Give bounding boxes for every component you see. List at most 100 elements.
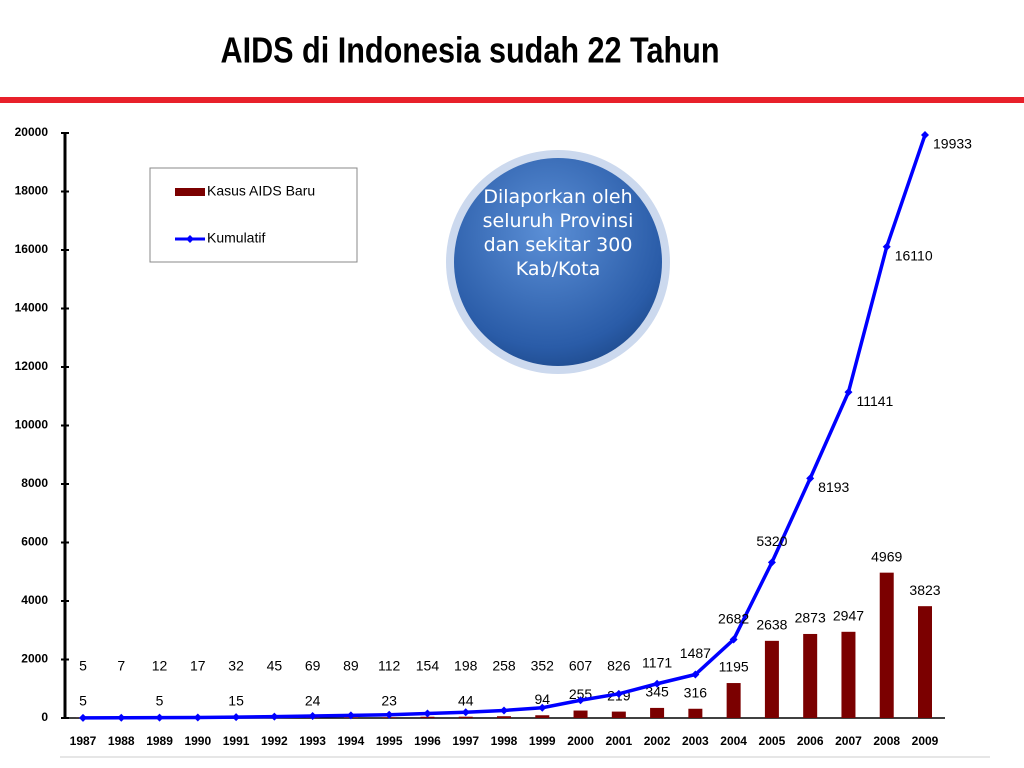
bar-label: 2638 <box>756 617 787 633</box>
marker <box>844 388 853 397</box>
bar-label: 4969 <box>871 548 902 564</box>
bar-label: 2873 <box>795 610 826 626</box>
bar <box>803 633 818 718</box>
x-tick-label: 1995 <box>376 734 403 748</box>
line-label: 5 <box>79 658 87 674</box>
line-label: 258 <box>492 658 516 674</box>
marker <box>538 703 547 712</box>
line-label: 19933 <box>933 136 972 152</box>
line-label: 198 <box>454 658 478 674</box>
marker <box>117 713 126 722</box>
x-tick-label: 1988 <box>108 734 135 748</box>
x-tick-label: 1998 <box>491 734 518 748</box>
marker <box>193 713 202 722</box>
line-label: 1171 <box>642 654 672 670</box>
x-tick-label: 1989 <box>146 734 173 748</box>
bar <box>688 708 703 718</box>
x-tick-label: 1991 <box>223 734 250 748</box>
marker <box>385 710 394 719</box>
y-tick-label: 6000 <box>21 535 48 549</box>
y-tick-label: 0 <box>41 710 48 724</box>
x-tick-label: 1997 <box>452 734 479 748</box>
y-tick-label: 20000 <box>15 125 49 139</box>
line-label: 69 <box>305 658 321 674</box>
y-tick-label: 8000 <box>21 476 48 490</box>
bar <box>918 606 932 718</box>
x-tick-label: 1987 <box>70 734 97 748</box>
bubble-text: Dilaporkan oleh seluruh Provinsi dan sek… <box>482 186 634 280</box>
bar-label: 24 <box>305 693 321 709</box>
bar <box>611 711 626 718</box>
bar <box>497 716 511 718</box>
bubble <box>454 158 662 366</box>
bar <box>650 707 665 718</box>
x-tick-label: 2006 <box>797 734 824 748</box>
bar-label: 2947 <box>833 608 864 624</box>
legend <box>149 167 358 263</box>
y-tick-label: 18000 <box>15 184 49 198</box>
bar-label: 3823 <box>909 582 940 598</box>
x-tick-label: 1990 <box>184 734 211 748</box>
bar <box>458 716 473 718</box>
bar <box>841 631 856 718</box>
title-rule <box>0 97 1024 103</box>
line-label: 12 <box>152 658 168 674</box>
x-tick-label: 1999 <box>529 734 556 748</box>
x-tick-label: 1992 <box>261 734 288 748</box>
line-label: 2682 <box>718 610 749 626</box>
chart-title: AIDS di Indonesia sudah 22 Tahun <box>220 31 719 71</box>
bar-label: 23 <box>381 693 397 709</box>
line-label: 352 <box>531 658 555 674</box>
marker <box>653 679 662 688</box>
bar-label: 345 <box>645 684 669 700</box>
bar-label: 1195 <box>719 659 749 675</box>
marker <box>308 711 317 720</box>
x-tick-label: 2005 <box>759 734 786 748</box>
line-label: 7 <box>117 658 125 674</box>
line-label: 16110 <box>895 247 933 263</box>
marker <box>155 713 164 722</box>
x-tick-label: 2000 <box>567 734 594 748</box>
bar-label: 44 <box>458 692 474 708</box>
x-tick-label: 1994 <box>338 734 365 748</box>
marker <box>691 670 700 679</box>
line-label: 8193 <box>818 479 849 495</box>
bar-label: 94 <box>534 691 550 707</box>
marker <box>79 713 87 722</box>
bar <box>764 640 779 718</box>
marker <box>882 242 891 251</box>
legend-swatch <box>175 188 205 196</box>
line-label: 607 <box>569 658 593 674</box>
line-label: 826 <box>607 658 631 674</box>
x-tick-label: 1993 <box>299 734 326 748</box>
y-tick-label: 4000 <box>21 593 48 607</box>
legend-label: Kumulatif <box>207 230 265 246</box>
marker <box>806 474 815 483</box>
bar-label: 5 <box>156 693 164 709</box>
bar <box>535 715 550 718</box>
x-tick-label: 2009 <box>912 734 939 748</box>
y-tick-label: 12000 <box>15 359 49 373</box>
line-label: 5320 <box>756 533 787 549</box>
x-tick-label: 2002 <box>644 734 671 748</box>
x-tick-label: 2001 <box>605 734 632 748</box>
line-label: 17 <box>190 658 206 674</box>
bar <box>879 572 894 718</box>
legend-swatch <box>186 235 194 243</box>
y-tick-label: 14000 <box>15 301 49 315</box>
legend-label: Kasus AIDS Baru <box>207 183 315 199</box>
bar-label: 316 <box>684 684 708 700</box>
line-label: 154 <box>416 658 440 674</box>
x-tick-label: 2007 <box>835 734 862 748</box>
marker <box>270 712 279 721</box>
bubble-text-box: Dilaporkan oleh seluruh Provinsi dan sek… <box>482 186 634 280</box>
line-label: 112 <box>378 658 401 674</box>
x-tick-label: 2008 <box>873 734 900 748</box>
marker <box>921 130 929 139</box>
marker <box>500 706 508 715</box>
marker <box>346 711 355 720</box>
bar-label: 15 <box>228 693 244 709</box>
x-tick-label: 2004 <box>720 734 747 748</box>
marker <box>614 689 623 698</box>
